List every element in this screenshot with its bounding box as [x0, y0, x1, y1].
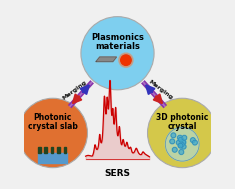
Polygon shape [38, 147, 40, 153]
Polygon shape [96, 57, 117, 62]
Circle shape [18, 98, 87, 168]
Circle shape [181, 144, 186, 149]
Text: crystal: crystal [168, 122, 197, 131]
Text: Plasmonics: Plasmonics [91, 33, 144, 42]
Circle shape [172, 147, 177, 152]
Polygon shape [64, 147, 66, 153]
Circle shape [119, 53, 133, 67]
Polygon shape [38, 153, 67, 163]
Circle shape [179, 137, 183, 142]
Polygon shape [57, 147, 60, 153]
Circle shape [190, 138, 195, 143]
Text: 3D photonic: 3D photonic [156, 113, 208, 122]
Text: Merging: Merging [61, 79, 87, 101]
Circle shape [81, 17, 154, 90]
Circle shape [179, 150, 184, 154]
Text: Merging: Merging [148, 79, 174, 101]
Circle shape [181, 140, 186, 144]
Circle shape [178, 143, 183, 148]
Circle shape [176, 140, 181, 145]
Text: materials: materials [95, 42, 140, 51]
Circle shape [171, 133, 176, 138]
Circle shape [165, 127, 199, 161]
Polygon shape [51, 147, 53, 153]
Circle shape [192, 140, 197, 145]
Circle shape [181, 140, 186, 145]
Text: crystal slab: crystal slab [28, 122, 78, 131]
Circle shape [170, 139, 175, 144]
Circle shape [121, 55, 131, 65]
Polygon shape [44, 147, 47, 153]
Circle shape [148, 98, 217, 168]
Text: Photonic: Photonic [34, 113, 72, 122]
Circle shape [178, 143, 183, 148]
Circle shape [182, 135, 187, 140]
Text: SERS: SERS [105, 169, 130, 178]
Circle shape [177, 135, 182, 140]
Circle shape [179, 142, 184, 147]
